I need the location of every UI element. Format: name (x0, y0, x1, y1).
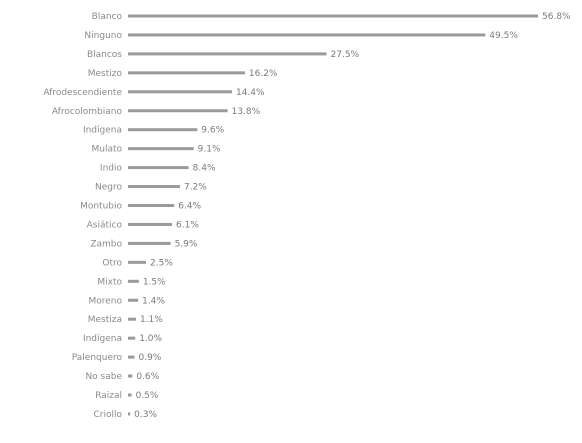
category-labels: Blanco Ninguno Blancos Mestizo Afrodescendie… (43, 12, 122, 420)
category-label: Blanco (92, 12, 123, 22)
value-label: 8.4% (193, 164, 216, 174)
category-label: Raizal (95, 391, 122, 401)
category-label: Indígena (83, 126, 122, 136)
bar (128, 33, 486, 37)
bar (128, 109, 228, 113)
value-label: 1.1% (140, 315, 163, 325)
bar (128, 393, 132, 397)
category-label: Mestiza (88, 315, 122, 325)
bar (128, 374, 133, 378)
category-label: Zambo (90, 239, 122, 249)
category-label: Blancos (87, 50, 122, 60)
bar (128, 336, 136, 340)
value-label: 1.5% (143, 277, 166, 287)
value-label: 9.1% (198, 145, 221, 155)
bar (128, 71, 245, 75)
value-label: 27.5% (331, 50, 360, 60)
category-label: Palenquero (72, 353, 123, 363)
category-label: No sabe (85, 372, 122, 382)
value-labels: 56.8% 49.5% 27.5% 16.2% 14.4% 13.8% 9.6% 9.1% 8.… (134, 12, 571, 420)
value-label: 56.8% (542, 12, 571, 22)
bar (128, 185, 180, 189)
category-label: Otro (102, 258, 122, 268)
category-label: Montubio (80, 202, 122, 212)
value-label: 0.9% (138, 353, 161, 363)
value-label: 7.2% (184, 183, 207, 193)
value-label: 16.2% (249, 69, 278, 79)
value-label: 6.1% (176, 220, 199, 230)
bar (128, 260, 147, 264)
value-label: 0.6% (136, 372, 159, 382)
category-label: Moreno (88, 296, 122, 306)
value-label: 14.4% (236, 88, 265, 98)
category-label: Negro (95, 183, 122, 193)
bar (128, 14, 538, 18)
value-label: 49.5% (489, 31, 518, 41)
category-label: Mulato (91, 145, 122, 155)
value-label: 0.3% (134, 410, 157, 420)
bar (128, 128, 198, 132)
value-label: 13.8% (232, 107, 261, 117)
bar (128, 298, 139, 302)
category-label: Mestizo (88, 69, 123, 79)
value-label: 0.5% (136, 391, 159, 401)
bar (128, 355, 135, 359)
bar (128, 204, 175, 207)
value-label: 1.0% (139, 334, 162, 344)
category-label: Afrocolombiano (52, 107, 123, 117)
category-label: Indígena (83, 334, 122, 344)
category-label: Asiático (87, 220, 123, 230)
bars (128, 14, 538, 416)
bar (128, 52, 327, 56)
bar (128, 317, 136, 321)
category-label: Ninguno (84, 31, 122, 41)
value-label: 1.4% (142, 296, 165, 306)
bar (128, 147, 194, 151)
bar (128, 412, 131, 416)
category-label: Indio (100, 164, 123, 174)
bar (128, 279, 139, 283)
value-label: 6.4% (178, 202, 201, 212)
value-label: 2.5% (150, 258, 173, 268)
bar (128, 222, 173, 226)
value-label: 9.6% (201, 126, 224, 136)
value-label: 5.9% (175, 239, 198, 249)
bar (128, 241, 171, 245)
category-label: Afrodescendiente (43, 88, 122, 98)
category-label: Criollo (94, 410, 123, 420)
bar (128, 166, 189, 170)
category-label: Mixto (97, 277, 122, 287)
bar (128, 90, 232, 94)
